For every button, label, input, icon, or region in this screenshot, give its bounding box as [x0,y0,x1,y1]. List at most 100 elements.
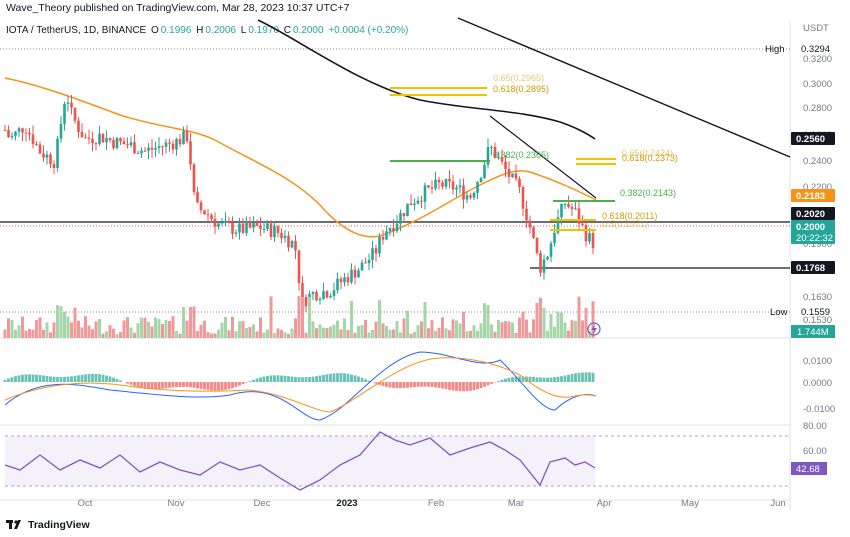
macd-hist-bar [388,382,392,388]
candle-body [588,232,591,242]
volume-bar [546,330,549,338]
volume-bar [521,311,525,338]
macd-hist-bar [427,382,430,387]
publisher-header: Wave_Theory published on TradingView.com… [6,2,350,14]
macd-hist-bar [157,382,161,389]
macd-hist-bar [588,372,591,382]
macd-hist-bar [140,382,143,389]
candle-body [196,192,199,203]
macd-hist-bar [556,376,560,382]
macd-hist-bar [539,377,542,382]
macd-hist-bar [325,374,329,382]
volume-bar [570,320,574,338]
volume-bar [465,331,469,338]
macd-hist-bar [574,373,577,382]
volume-bar [409,333,413,338]
volume-bar [259,317,262,338]
volume-bar [427,328,430,338]
lightning-icon [587,322,601,336]
candle-body [493,146,497,159]
candle-body [378,236,381,254]
volume-bar [416,325,420,338]
candle-body [560,204,563,218]
countdown-label: 20:22:32 [796,233,833,244]
volume-bar [392,329,395,338]
volume-bar [126,317,129,338]
macd-hist-bar [91,373,94,382]
macd-hist-bar [462,382,465,392]
candle-body [304,297,308,307]
low-value: 0.1559 [801,307,830,318]
close-label: C [283,25,291,36]
volume-bar [199,324,203,338]
macd-hist-bar [262,376,266,382]
macd-hist-bar [500,379,504,382]
candle-body [311,292,315,294]
volume-bar [444,328,448,338]
volume-bar [52,322,56,338]
volume-bar [413,331,416,338]
candle-body [374,248,378,254]
macd-hist-bar [532,377,535,382]
volume-bar [115,333,119,338]
macd-hist-bar [357,376,360,382]
volume-bar [458,323,462,338]
candle-body [364,262,367,264]
candle-body [63,103,66,124]
volume-bar [112,328,115,338]
macd-hist-bar [115,379,119,382]
macd-hist-bar [343,373,346,382]
volume-bar [185,320,189,338]
volume-bar [493,331,497,338]
macd-hist-bar [248,381,252,382]
volume-bar [500,322,504,338]
candle-body [45,154,49,158]
x-axis-label-2023: 2023 [336,498,357,509]
volume-bar [234,331,238,338]
price-tick-label: 0.1530 [803,315,832,326]
candle-body [175,138,178,150]
macd-hist-bar [367,380,371,382]
volume-bar [430,320,434,338]
candle-body [430,187,434,189]
volume-bar [262,332,266,338]
candle-body [276,226,280,233]
candle-body [350,269,353,283]
candle-body [409,203,413,206]
candle-body [101,133,105,143]
candle-body [469,195,472,198]
volume-bar [577,296,581,338]
lightning-icon-bolt [591,324,597,334]
macd-hist-bar [591,372,595,382]
macd-hist-bar [147,382,150,390]
volume-bar [217,329,220,338]
volume-bar [315,328,318,338]
price-tick-label: 0.1630 [803,292,832,303]
macd-hist-bar [311,376,315,382]
volume-bar [136,323,140,338]
high-value: 0.2006 [205,25,236,36]
macd-hist-bar [161,382,164,389]
fib-0.5-lower-label: 0.5(0.1971) [602,219,648,229]
price-label-0.2560: 0.2560 [796,134,825,145]
volume-bar [574,320,577,338]
symbol-legend: IOTA / TetherUS, 1D, BINANCE O 0.1996 H 0.… [6,25,410,36]
price-label-0.2000: 0.2000 [796,222,825,233]
volume-bar [462,311,465,338]
macd-hist-bar [77,375,80,382]
macd-hist-bar [420,382,423,387]
macd-hist-bar [273,375,276,382]
macd-hist-bar [7,378,10,382]
volume-bar [108,325,112,338]
candle-body [371,248,374,260]
volume-bar [469,331,472,338]
price-label-0.1768: 0.1768 [796,263,825,274]
macd-hist-bar [549,377,553,382]
macd-hist-bar [290,376,294,382]
volume-bar [241,321,245,338]
volume-bar [329,326,332,338]
candle-body [546,256,549,260]
candle-body [7,130,10,138]
candle-body [584,225,588,242]
